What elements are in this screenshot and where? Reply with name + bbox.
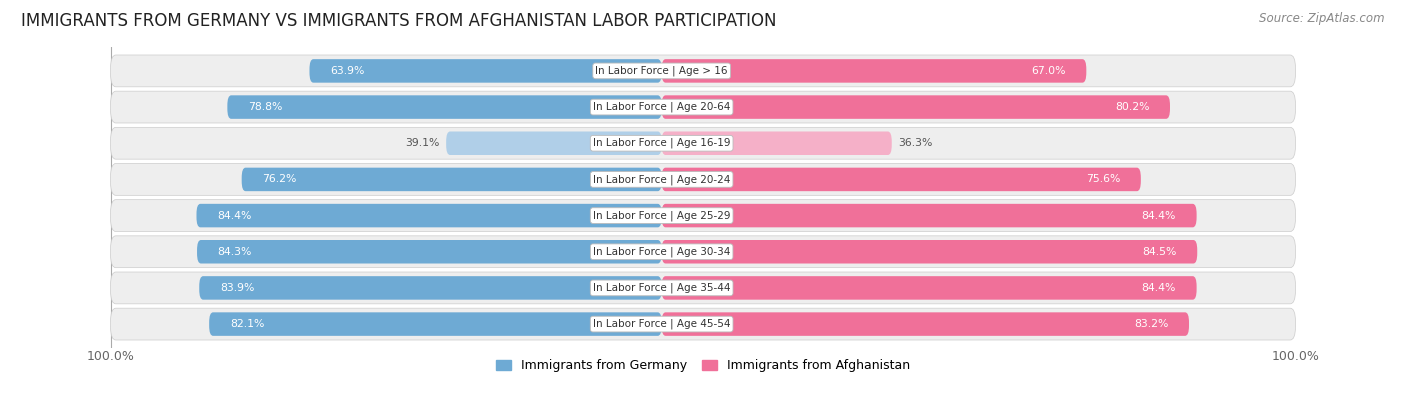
Text: In Labor Force | Age 20-24: In Labor Force | Age 20-24 xyxy=(593,174,730,185)
Text: 84.4%: 84.4% xyxy=(1142,211,1175,220)
Text: In Labor Force | Age 16-19: In Labor Force | Age 16-19 xyxy=(593,138,730,149)
Legend: Immigrants from Germany, Immigrants from Afghanistan: Immigrants from Germany, Immigrants from… xyxy=(491,354,915,377)
Text: In Labor Force | Age 45-54: In Labor Force | Age 45-54 xyxy=(593,319,730,329)
Text: Source: ZipAtlas.com: Source: ZipAtlas.com xyxy=(1260,12,1385,25)
Text: In Labor Force | Age 30-34: In Labor Force | Age 30-34 xyxy=(593,246,730,257)
Text: 83.2%: 83.2% xyxy=(1135,319,1168,329)
Text: 67.0%: 67.0% xyxy=(1031,66,1066,76)
Text: 39.1%: 39.1% xyxy=(405,138,439,148)
FancyBboxPatch shape xyxy=(309,59,662,83)
Text: 82.1%: 82.1% xyxy=(229,319,264,329)
Text: IMMIGRANTS FROM GERMANY VS IMMIGRANTS FROM AFGHANISTAN LABOR PARTICIPATION: IMMIGRANTS FROM GERMANY VS IMMIGRANTS FR… xyxy=(21,12,776,30)
Text: In Labor Force | Age 25-29: In Labor Force | Age 25-29 xyxy=(593,210,730,221)
FancyBboxPatch shape xyxy=(662,132,891,155)
Text: 84.3%: 84.3% xyxy=(218,247,252,257)
FancyBboxPatch shape xyxy=(111,199,1295,231)
Text: 75.6%: 75.6% xyxy=(1085,175,1121,184)
FancyBboxPatch shape xyxy=(446,132,662,155)
Text: 83.9%: 83.9% xyxy=(219,283,254,293)
FancyBboxPatch shape xyxy=(209,312,662,336)
FancyBboxPatch shape xyxy=(662,312,1189,336)
Text: 84.5%: 84.5% xyxy=(1142,247,1177,257)
FancyBboxPatch shape xyxy=(662,276,1197,300)
FancyBboxPatch shape xyxy=(111,127,1295,159)
Text: 76.2%: 76.2% xyxy=(263,175,297,184)
FancyBboxPatch shape xyxy=(111,272,1295,304)
FancyBboxPatch shape xyxy=(242,167,662,191)
Text: In Labor Force | Age 35-44: In Labor Force | Age 35-44 xyxy=(593,283,730,293)
Text: 78.8%: 78.8% xyxy=(247,102,283,112)
Text: In Labor Force | Age 20-64: In Labor Force | Age 20-64 xyxy=(593,102,730,112)
FancyBboxPatch shape xyxy=(228,95,662,119)
FancyBboxPatch shape xyxy=(662,59,1087,83)
Text: 36.3%: 36.3% xyxy=(898,138,934,148)
FancyBboxPatch shape xyxy=(662,204,1197,228)
Text: In Labor Force | Age > 16: In Labor Force | Age > 16 xyxy=(595,66,728,76)
Text: 84.4%: 84.4% xyxy=(1142,283,1175,293)
FancyBboxPatch shape xyxy=(197,240,662,263)
FancyBboxPatch shape xyxy=(111,236,1295,268)
FancyBboxPatch shape xyxy=(111,91,1295,123)
Text: 63.9%: 63.9% xyxy=(330,66,364,76)
FancyBboxPatch shape xyxy=(662,240,1198,263)
FancyBboxPatch shape xyxy=(662,95,1170,119)
FancyBboxPatch shape xyxy=(111,308,1295,340)
FancyBboxPatch shape xyxy=(662,167,1140,191)
FancyBboxPatch shape xyxy=(111,164,1295,196)
Text: 84.4%: 84.4% xyxy=(217,211,252,220)
FancyBboxPatch shape xyxy=(197,204,662,228)
FancyBboxPatch shape xyxy=(111,55,1295,87)
Text: 80.2%: 80.2% xyxy=(1115,102,1149,112)
FancyBboxPatch shape xyxy=(200,276,662,300)
